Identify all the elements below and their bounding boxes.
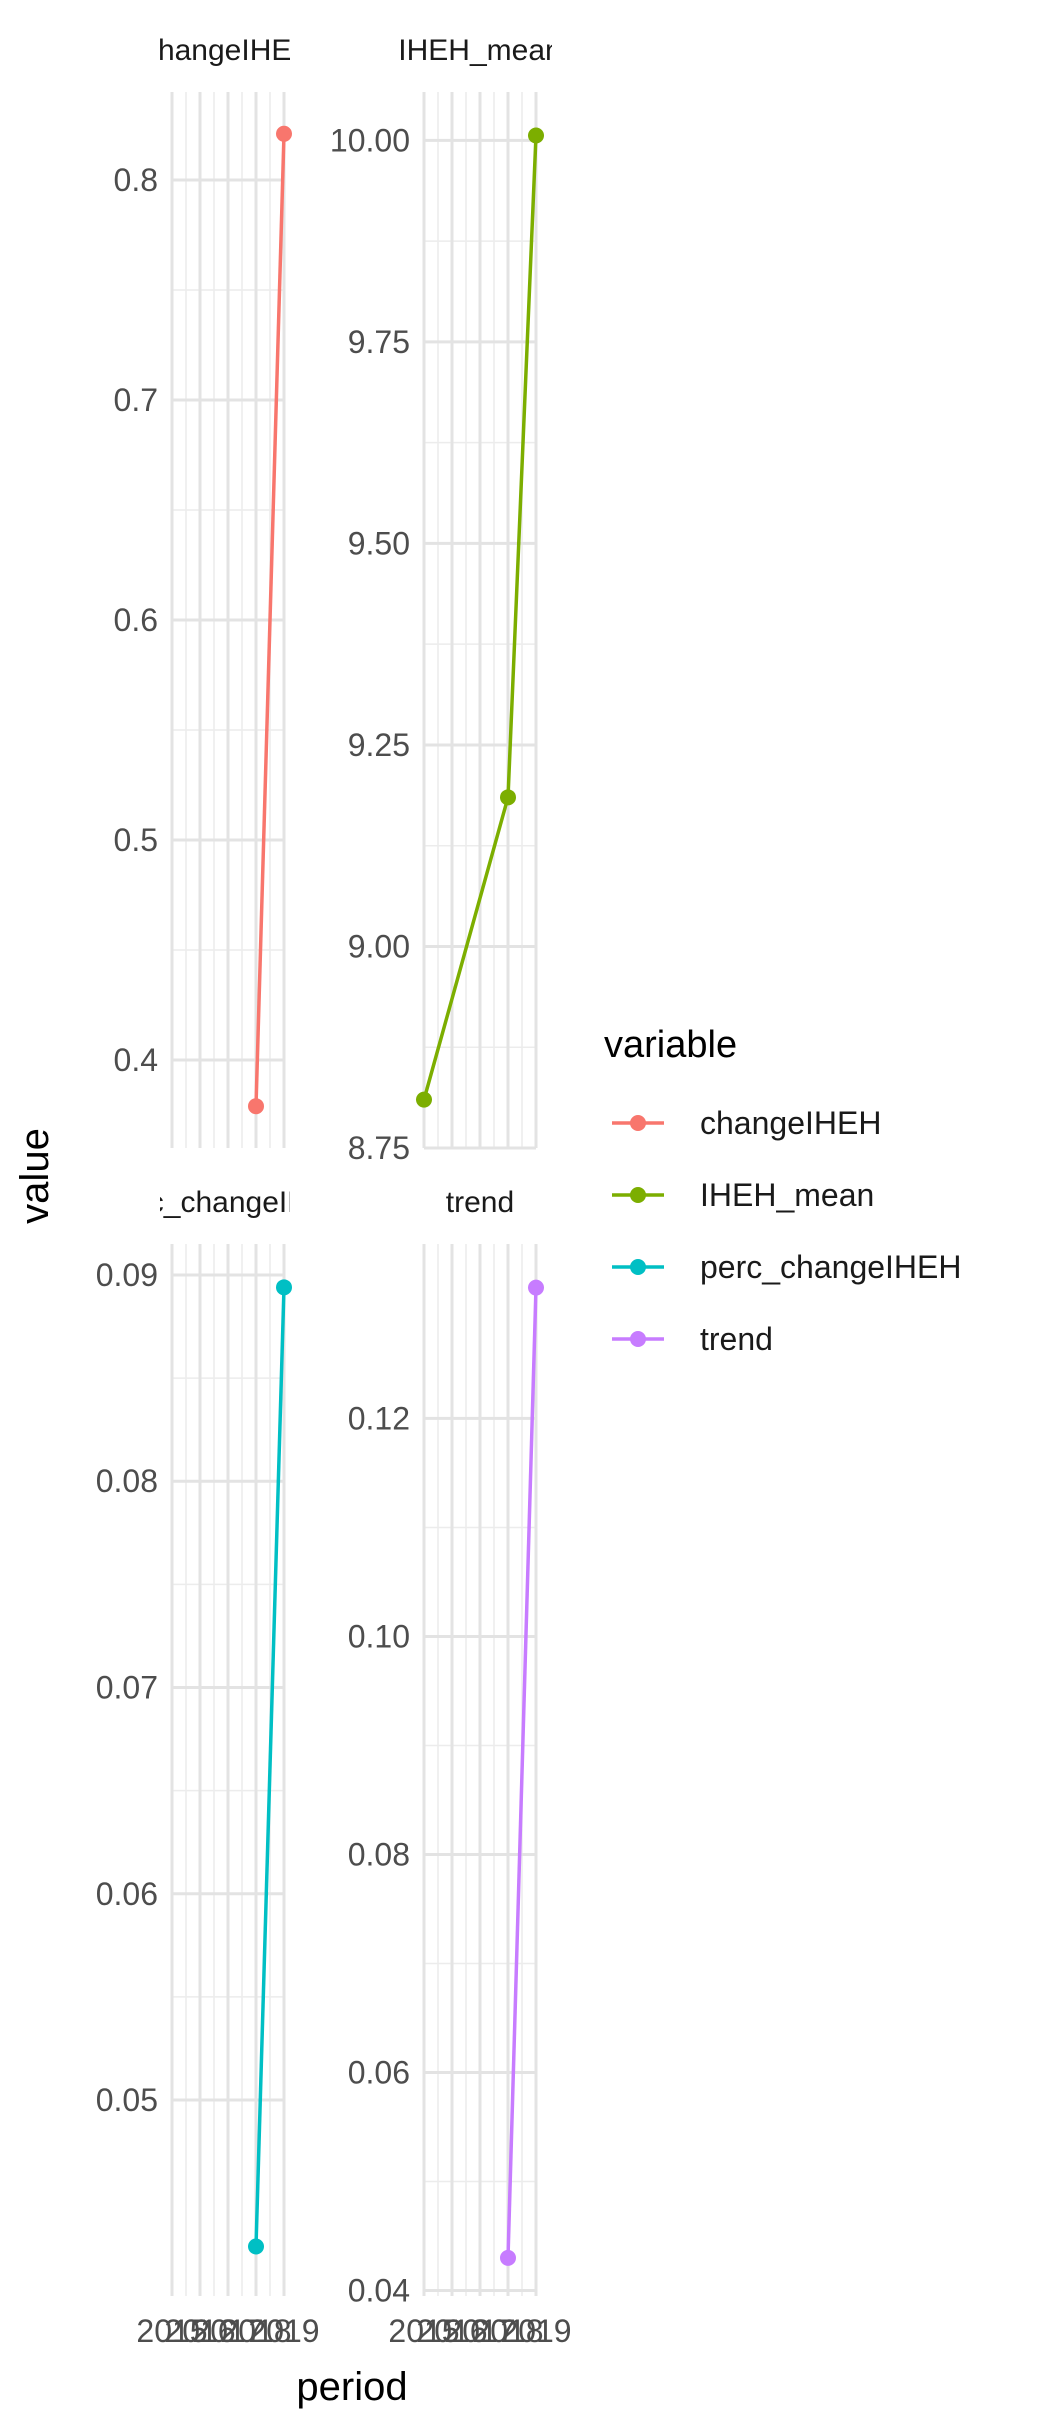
legend: variable changeIHEH IHEH_mean perc_changeI… bbox=[604, 1024, 961, 1357]
y-tick-label: 0.12 bbox=[348, 1400, 410, 1436]
y-tick-label: 0.09 bbox=[96, 1257, 158, 1293]
x-tick-label: 2019 bbox=[248, 2313, 319, 2349]
x-tick-label: 2019 bbox=[500, 2313, 571, 2349]
facet-panels: 0.4 0.5 0.6 0.7 0.8 changeIHEH 8.75 9.00 9.25 9.5… bbox=[96, 34, 572, 2349]
facet-strip-label: changeIHEH bbox=[143, 34, 313, 67]
facet-IHEH_mean: 8.75 9.00 9.25 9.50 9.75 10.00 IHEH_mean bbox=[330, 34, 561, 1166]
y-tick-label: 0.8 bbox=[114, 162, 158, 198]
x-tick-label: 2016 bbox=[164, 2313, 235, 2349]
legend-title: variable bbox=[604, 1024, 737, 1066]
y-tick-label: 9.25 bbox=[348, 727, 410, 763]
x-tick-label: 2016 bbox=[416, 2313, 487, 2349]
legend-key-point bbox=[630, 1187, 646, 1203]
series-line-perc_changeIHEH bbox=[254, 1287, 286, 2247]
y-tick-label: 0.5 bbox=[114, 822, 158, 858]
legend-label: trend bbox=[700, 1321, 773, 1357]
data-point-IHEH_mean bbox=[528, 127, 544, 144]
legend-item-trend: trend bbox=[612, 1321, 773, 1357]
facet-strip-label: perc_changeIHEH bbox=[105, 1186, 350, 1219]
y-tick-label: 0.06 bbox=[96, 1876, 158, 1912]
facet-strip-label: trend bbox=[446, 1186, 514, 1219]
facet-perc_changeIHEH: 0.050.060.070.080.09perc_changeIHEH20152… bbox=[96, 1186, 350, 2349]
y-tick-label: 0.08 bbox=[348, 1836, 410, 1872]
legend-item-IHEH_mean: IHEH_mean bbox=[612, 1177, 874, 1213]
legend-label: IHEH_mean bbox=[700, 1177, 874, 1213]
data-point-perc_changeIHEH bbox=[248, 2238, 264, 2255]
data-point-perc_changeIHEH bbox=[276, 1279, 292, 1296]
y-axis-title: value bbox=[13, 1128, 57, 1224]
y-tick-label: 0.6 bbox=[114, 602, 158, 638]
data-point-IHEH_mean bbox=[500, 789, 516, 806]
series-line-changeIHEH bbox=[254, 133, 286, 1107]
y-tick-label: 0.08 bbox=[96, 1463, 158, 1499]
y-tick-label: 9.00 bbox=[348, 928, 410, 964]
y-tick-label: 0.06 bbox=[348, 2055, 410, 2091]
data-point-changeIHEH bbox=[276, 125, 292, 142]
x-tick-label: 2015 bbox=[136, 2313, 207, 2349]
y-tick-label: 0.07 bbox=[96, 1669, 158, 1705]
data-point-IHEH_mean bbox=[416, 1091, 432, 1108]
y-tick-label: 0.05 bbox=[96, 2082, 158, 2118]
y-tick-label: 9.75 bbox=[348, 324, 410, 360]
legend-key-point bbox=[630, 1259, 646, 1275]
x-axis-title: period bbox=[296, 2365, 407, 2409]
legend-label: perc_changeIHEH bbox=[700, 1249, 961, 1285]
legend-label: changeIHEH bbox=[700, 1105, 881, 1141]
legend-key-point bbox=[630, 1331, 646, 1347]
series-line-trend bbox=[506, 1287, 538, 2258]
x-tick-label: 2017 bbox=[192, 2313, 263, 2349]
x-tick-label: 2015 bbox=[388, 2313, 459, 2349]
y-tick-label: 10.00 bbox=[330, 122, 410, 158]
y-tick-label: 0.04 bbox=[348, 2273, 410, 2309]
facet-changeIHEH: 0.4 0.5 0.6 0.7 0.8 changeIHEH bbox=[114, 34, 313, 1148]
data-point-trend bbox=[528, 1279, 544, 1296]
y-tick-label: 0.4 bbox=[114, 1042, 158, 1078]
legend-key-point bbox=[630, 1115, 646, 1131]
y-tick-label: 0.10 bbox=[348, 1618, 410, 1654]
x-tick-label: 2017 bbox=[444, 2313, 515, 2349]
y-tick-label: 8.75 bbox=[348, 1130, 410, 1166]
y-tick-label: 0.7 bbox=[114, 382, 158, 418]
x-tick-label: 2018 bbox=[220, 2313, 291, 2349]
facet-strip-label: IHEH_mean bbox=[398, 34, 561, 67]
legend-item-perc_changeIHEH: perc_changeIHEH bbox=[612, 1249, 961, 1285]
y-tick-label: 9.50 bbox=[348, 525, 410, 561]
x-tick-label: 2018 bbox=[472, 2313, 543, 2349]
data-point-trend bbox=[500, 2249, 516, 2266]
legend-item-changeIHEH: changeIHEH bbox=[612, 1105, 881, 1141]
data-point-changeIHEH bbox=[248, 1098, 264, 1115]
facet-trend: 0.04 0.06 0.08 0.10 0.12 trend 201520162017201… bbox=[348, 1186, 572, 2349]
